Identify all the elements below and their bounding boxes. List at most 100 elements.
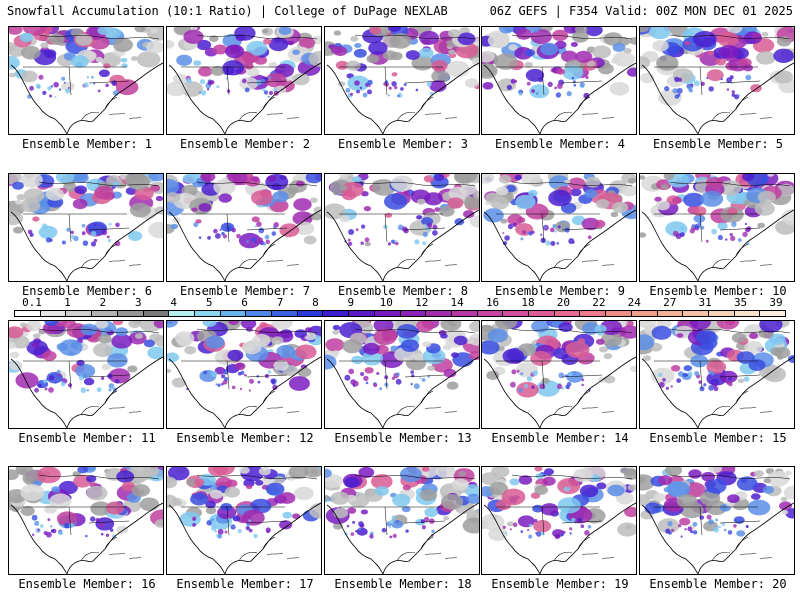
ensemble-member-map bbox=[639, 320, 795, 429]
colorbar-tick-label: 6 bbox=[241, 296, 248, 309]
colorbar-tick-label: 0.1 bbox=[22, 296, 42, 309]
ensemble-member-map bbox=[8, 320, 164, 429]
ensemble-member-label: Ensemble Member: 8 bbox=[337, 284, 469, 298]
ensemble-member-map bbox=[639, 26, 795, 135]
ensemble-member-label: Ensemble Member: 19 bbox=[491, 577, 629, 591]
ensemble-member-map bbox=[166, 320, 322, 429]
ensemble-member-label: Ensemble Member: 12 bbox=[176, 431, 314, 445]
colorbar-cell bbox=[272, 311, 298, 316]
colorbar-cell bbox=[400, 311, 427, 316]
colorbar-tick-label: 22 bbox=[592, 296, 606, 309]
ensemble-member-label: Ensemble Member: 5 bbox=[652, 137, 784, 151]
colorbar-cell bbox=[683, 311, 709, 316]
ensemble-member-label: Ensemble Member: 7 bbox=[179, 284, 311, 298]
colorbar-tick-label: 12 bbox=[415, 296, 429, 309]
colorbar-cell bbox=[117, 311, 144, 316]
snowfall-map bbox=[325, 174, 479, 281]
colorbar-cell bbox=[323, 311, 350, 316]
snowfall-map bbox=[9, 174, 163, 281]
colorbar-cell bbox=[169, 311, 195, 316]
colorbar-cell bbox=[40, 311, 67, 316]
snowfall-map bbox=[9, 27, 163, 134]
colorbar-cell bbox=[426, 311, 452, 316]
colorbar-tick-label: 35 bbox=[733, 296, 748, 309]
ensemble-member-map bbox=[481, 466, 637, 575]
colorbar-tick-label: 20 bbox=[556, 296, 571, 309]
snowfall-map bbox=[482, 174, 636, 281]
snowfall-map bbox=[167, 27, 321, 134]
ensemble-member-label: Ensemble Member: 9 bbox=[494, 284, 626, 298]
ensemble-member-label: Ensemble Member: 11 bbox=[18, 431, 156, 445]
colorbar-cell bbox=[194, 311, 221, 316]
colorbar-tick-label: 1 bbox=[64, 296, 71, 309]
snowfall-map bbox=[325, 27, 479, 134]
ensemble-member-label: Ensemble Member: 10 bbox=[649, 284, 787, 298]
ensemble-member-label: Ensemble Member: 14 bbox=[491, 431, 629, 445]
colorbar-tick-label: 8 bbox=[312, 296, 319, 309]
ensemble-member-map bbox=[639, 173, 795, 282]
ensemble-member-map bbox=[639, 466, 795, 575]
ensemble-member-map bbox=[8, 466, 164, 575]
snowfall-map bbox=[640, 27, 794, 134]
snowfall-map bbox=[325, 467, 479, 574]
colorbar-tick-label: 39 bbox=[769, 296, 783, 309]
snowfall-map bbox=[167, 174, 321, 281]
colorbar-cell bbox=[529, 311, 555, 316]
colorbar-tick-label: 7 bbox=[276, 296, 284, 309]
ensemble-member-label: Ensemble Member: 6 bbox=[21, 284, 153, 298]
ensemble-member-label: Ensemble Member: 1 bbox=[21, 137, 153, 151]
colorbar-cell bbox=[297, 311, 324, 316]
ensemble-member-label: Ensemble Member: 17 bbox=[176, 577, 314, 591]
snowfall-map bbox=[9, 321, 163, 428]
snowfall-map bbox=[482, 321, 636, 428]
ensemble-member-map bbox=[166, 26, 322, 135]
ensemble-member-map bbox=[324, 173, 480, 282]
ensemble-member-map bbox=[8, 173, 164, 282]
ensemble-member-label: Ensemble Member: 13 bbox=[334, 431, 472, 445]
colorbar-cell bbox=[477, 311, 504, 316]
colorbar-tick-label: 14 bbox=[450, 296, 464, 309]
colorbar-cell bbox=[734, 311, 761, 316]
ensemble-member-label: Ensemble Member: 3 bbox=[337, 137, 469, 151]
ensemble-member-label: Ensemble Member: 15 bbox=[649, 431, 787, 445]
colorbar-tick-label: 18 bbox=[521, 296, 535, 309]
colorbar-tick-label: 4 bbox=[170, 296, 178, 309]
snowfall-map bbox=[482, 467, 636, 574]
colorbar-cell bbox=[554, 311, 581, 316]
colorbar-cell bbox=[66, 311, 93, 316]
colorbar-tick-label: 27 bbox=[663, 296, 677, 309]
snowfall-map bbox=[167, 467, 321, 574]
colorbar-cell bbox=[246, 311, 273, 316]
ensemble-member-label: Ensemble Member: 16 bbox=[18, 577, 156, 591]
ensemble-member-map bbox=[481, 26, 637, 135]
ensemble-member-label: Ensemble Member: 20 bbox=[649, 577, 787, 591]
ensemble-member-map bbox=[481, 173, 637, 282]
colorbar-tick-label: 9 bbox=[347, 296, 355, 309]
ensemble-member-map bbox=[324, 320, 480, 429]
colorbar-labels: 0.1 1 2 3 4 5 6 7 8 9 10 12 14 16 18 20 22 24 27 31 35 39 bbox=[14, 296, 786, 310]
colorbar-tick-label: 16 bbox=[485, 296, 500, 309]
ensemble-member-map bbox=[166, 466, 322, 575]
colorbar-cell bbox=[708, 311, 735, 316]
snowfall-colorbar bbox=[14, 310, 786, 317]
snowfall-map bbox=[9, 467, 163, 574]
snowfall-map bbox=[325, 321, 479, 428]
colorbar-cell bbox=[760, 311, 786, 316]
colorbar-cell bbox=[374, 311, 401, 316]
ensemble-member-map bbox=[8, 26, 164, 135]
colorbar-cell bbox=[631, 311, 658, 316]
colorbar-tick-label: 3 bbox=[134, 296, 142, 309]
colorbar-tick-label: 5 bbox=[205, 296, 213, 309]
colorbar-tick-label: 31 bbox=[698, 296, 712, 309]
ensemble-member-label: Ensemble Member: 4 bbox=[494, 137, 626, 151]
snowfall-map bbox=[640, 321, 794, 428]
ensemble-member-map bbox=[481, 320, 637, 429]
snowfall-map bbox=[640, 174, 794, 281]
colorbar-cell bbox=[15, 311, 41, 316]
ensemble-member-map bbox=[324, 466, 480, 575]
colorbar-cell bbox=[606, 311, 632, 316]
map-title: Snowfall Accumulation (10:1 Ratio) | Col… bbox=[7, 4, 448, 18]
colorbar-tick-label: 24 bbox=[627, 296, 641, 309]
colorbar-cell bbox=[143, 311, 170, 316]
ensemble-member-label: Ensemble Member: 2 bbox=[179, 137, 311, 151]
